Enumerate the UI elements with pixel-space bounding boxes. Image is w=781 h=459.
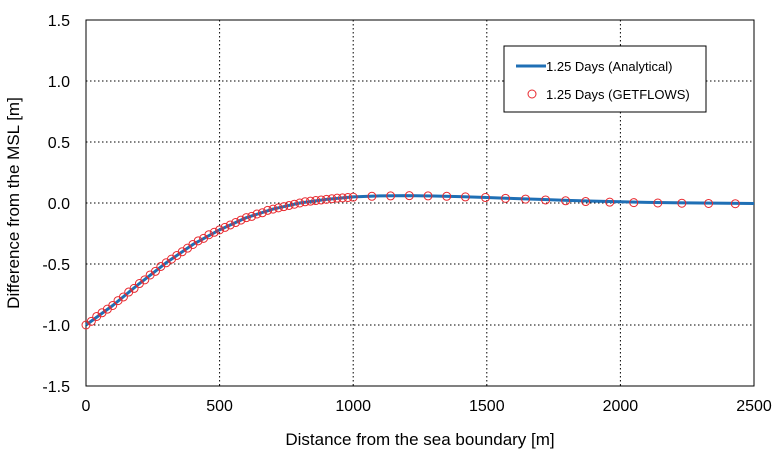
series-getflows-marker <box>236 215 246 225</box>
series-getflows-marker <box>404 191 414 201</box>
series-getflows-marker <box>442 191 452 201</box>
x-tick-label: 2500 <box>736 398 772 415</box>
series-getflows-marker <box>215 225 225 235</box>
series-analytical-line <box>85 194 755 327</box>
series-getflows-marker <box>220 222 230 232</box>
series-getflows-marker <box>300 197 310 207</box>
series-getflows-marker <box>86 316 96 326</box>
series-getflows-marker <box>118 292 128 302</box>
series-getflows-marker <box>108 300 118 310</box>
series-getflows-marker <box>327 194 337 204</box>
x-axis-title: Distance from the sea boundary [m] <box>285 430 554 449</box>
series-getflows-marker <box>225 220 235 230</box>
series-getflows-marker <box>295 198 305 208</box>
series-getflows-marker <box>129 283 139 293</box>
series-getflows-marker <box>653 198 663 208</box>
legend-label-analytical: 1.25 Days (Analytical) <box>546 59 672 74</box>
series-getflows-marker <box>284 200 294 210</box>
series-getflows-marker <box>541 195 551 205</box>
series-getflows-marker <box>561 196 571 206</box>
series-getflows-marker <box>241 213 251 223</box>
series-getflows-marker <box>193 236 203 246</box>
series-getflows-marker <box>480 193 490 203</box>
series-getflows-marker <box>332 193 342 203</box>
tick-labels: 0 500 1000 1500 2000 2500 -1.5 -1.0 -0.5 0.0 0.5 1.… <box>42 13 771 415</box>
series-getflows-marker <box>423 191 433 201</box>
series-getflows-marker <box>321 194 331 204</box>
y-tick-label: 0.0 <box>48 196 70 213</box>
series-getflows-marker <box>247 211 257 221</box>
series-getflows-marker <box>367 191 377 201</box>
x-tick-label: 1500 <box>469 398 505 415</box>
series-getflows-marker <box>273 203 283 213</box>
x-tick-label: 1000 <box>335 398 371 415</box>
series-getflows-marker <box>521 194 531 204</box>
series-getflows-marker <box>150 266 160 276</box>
series-getflows-marker <box>581 197 591 207</box>
legend-box <box>503 45 707 113</box>
series-getflows-marker <box>501 193 510 203</box>
series-getflows-marker <box>279 202 289 212</box>
series-getflows-marker <box>305 196 315 206</box>
series-layer <box>81 191 755 330</box>
series-getflows-marker <box>338 193 348 203</box>
series-getflows-marker <box>289 199 299 209</box>
legend-label-getflows: 1.25 Days (GETFLOWS) <box>546 87 690 102</box>
legend-getflows-marker-sample <box>527 89 537 99</box>
y-tick-label: -1.0 <box>42 318 70 335</box>
series-getflows-marker <box>677 198 687 208</box>
series-getflows-marker <box>268 204 278 214</box>
x-tick-label: 0 <box>82 398 91 415</box>
series-getflows-marker <box>204 230 214 240</box>
series-getflows-marker <box>257 208 267 218</box>
series-getflows-marker <box>311 196 321 206</box>
series-getflows-marker <box>348 192 358 202</box>
legend: 1.25 Days (Analytical) 1.25 Days (GETFLO… <box>503 45 707 113</box>
series-getflows-marker <box>730 199 740 209</box>
series-getflows-marker <box>704 198 714 208</box>
y-tick-label: -1.5 <box>42 379 70 396</box>
series-getflows-marker <box>252 209 262 219</box>
series-getflows-marker <box>605 197 615 207</box>
series-getflows-marker <box>263 205 273 215</box>
series-getflows-marker <box>386 191 396 201</box>
series-getflows-marker <box>629 198 639 208</box>
y-tick-label: 1.5 <box>48 13 70 30</box>
y-tick-label: -0.5 <box>42 257 70 274</box>
x-tick-label: 500 <box>206 398 233 415</box>
series-getflows-marker <box>316 195 326 205</box>
y-axis-title: Difference from the MSL [m] <box>4 97 23 309</box>
series-getflows-marker <box>460 192 470 202</box>
series-getflows-marker <box>140 275 150 285</box>
series-getflows-marker <box>343 193 353 203</box>
series-getflows-marker <box>209 227 219 237</box>
x-tick-label: 2000 <box>603 398 639 415</box>
y-tick-label: 0.5 <box>48 135 70 152</box>
y-tick-label: 1.0 <box>48 74 70 91</box>
series-getflows-marker <box>231 218 241 228</box>
